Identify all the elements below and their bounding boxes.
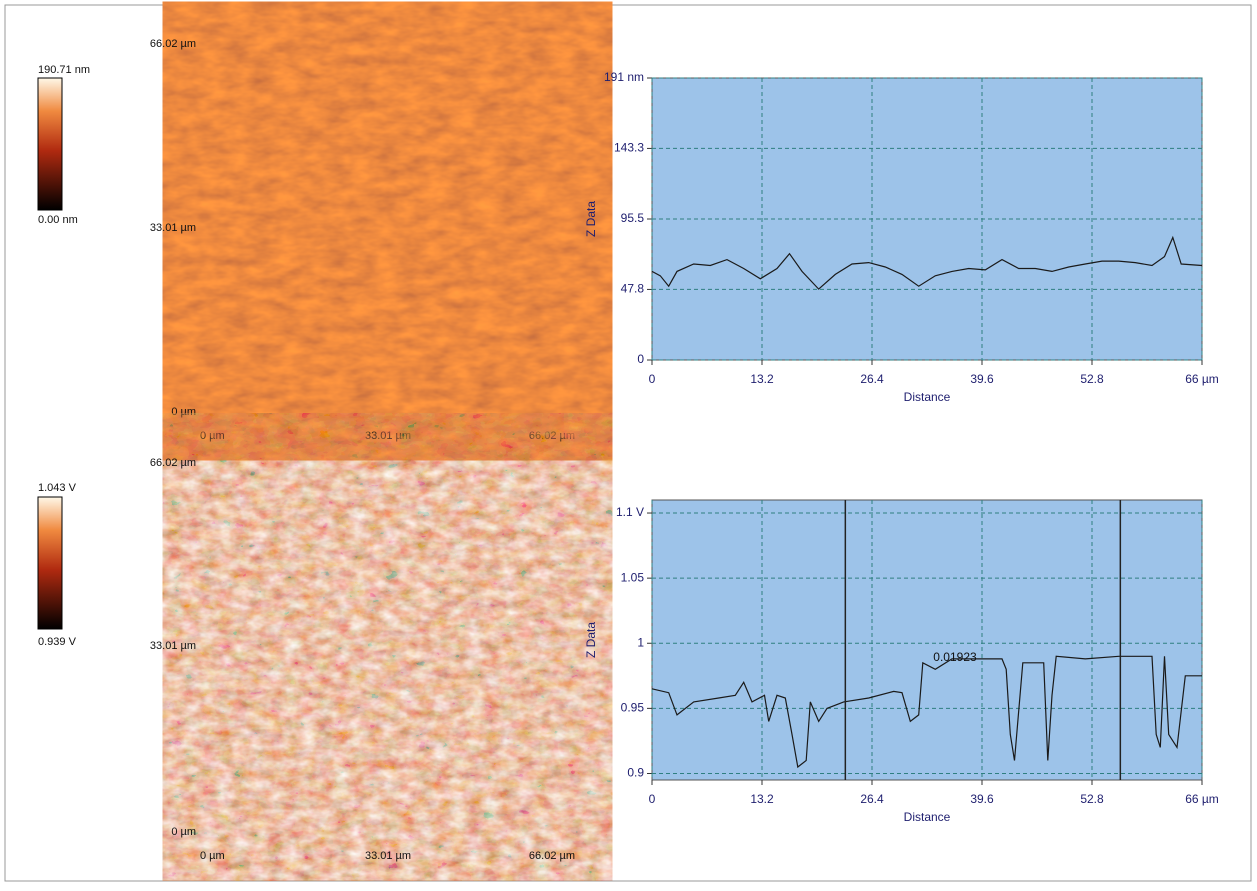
profile-line xyxy=(651,655,1202,769)
y-tick-label: 1.1 V xyxy=(616,505,644,519)
colorbar xyxy=(37,496,63,630)
plot-area xyxy=(651,499,1203,781)
colorbar-max: 190.71 nm xyxy=(38,64,90,76)
y-tick-label: 47.8 xyxy=(621,282,645,296)
colorbar xyxy=(37,77,63,211)
annotation: 0.01923 xyxy=(933,650,977,664)
image-panel: 190.71 nm 0.00 nm 66.02 µm 33.01 µm 0 µm… xyxy=(37,38,575,862)
y-axis-label: Z Data xyxy=(584,201,598,237)
y-tick-label: 191 nm xyxy=(604,70,644,84)
x-tick-label: 0 xyxy=(649,372,656,386)
x-label: 33.01 µm xyxy=(365,430,411,442)
x-tick-label: 0 xyxy=(649,792,656,806)
x-axis-label: Distance xyxy=(904,810,951,824)
y-label: 0 µm xyxy=(171,826,196,838)
colorbar-min: 0.00 nm xyxy=(38,214,78,226)
y-tick-label: 143.3 xyxy=(614,141,644,155)
y-axis-label: Z Data xyxy=(584,622,598,658)
x-tick-label: 26.4 xyxy=(860,792,884,806)
x-label: 66.02 µm xyxy=(529,850,575,862)
x-tick-label: 26.4 xyxy=(860,372,884,386)
y-tick-label: 0.95 xyxy=(621,701,645,715)
y-label: 33.01 µm xyxy=(150,222,196,234)
frame xyxy=(4,4,1252,882)
afm-potential-image xyxy=(200,452,575,842)
x-label: 66.02 µm xyxy=(529,430,575,442)
x-label: 33.01 µm xyxy=(365,850,411,862)
y-label: 66.02 µm xyxy=(150,457,196,469)
colorbar-max: 1.043 V xyxy=(38,482,77,494)
x-tick-label: 13.2 xyxy=(750,372,774,386)
colorbar-min: 0.939 V xyxy=(38,636,77,648)
y-label: 66.02 µm xyxy=(150,38,196,50)
x-tick-label: 13.2 xyxy=(750,792,774,806)
y-tick-label: 1.05 xyxy=(621,570,645,584)
y-tick-label: 0.9 xyxy=(627,766,644,780)
y-tick-label: 1 xyxy=(637,635,644,649)
x-tick-label: 66 µm xyxy=(1185,372,1219,386)
x-tick-label: 52.8 xyxy=(1080,792,1104,806)
x-tick-label: 39.6 xyxy=(970,372,994,386)
x-tick-label: 39.6 xyxy=(970,792,994,806)
y-label: 0 µm xyxy=(171,406,196,418)
y-label: 33.01 µm xyxy=(150,640,196,652)
afm-height-image xyxy=(200,40,575,422)
x-label: 0 µm xyxy=(200,430,225,442)
x-label: 0 µm xyxy=(200,850,225,862)
x-axis-label: Distance xyxy=(904,390,951,404)
profile-line xyxy=(651,235,1203,290)
y-tick-label: 0 xyxy=(637,352,644,366)
y-tick-label: 95.5 xyxy=(621,211,645,225)
x-tick-label: 66 µm xyxy=(1185,792,1219,806)
x-tick-label: 52.8 xyxy=(1080,372,1104,386)
